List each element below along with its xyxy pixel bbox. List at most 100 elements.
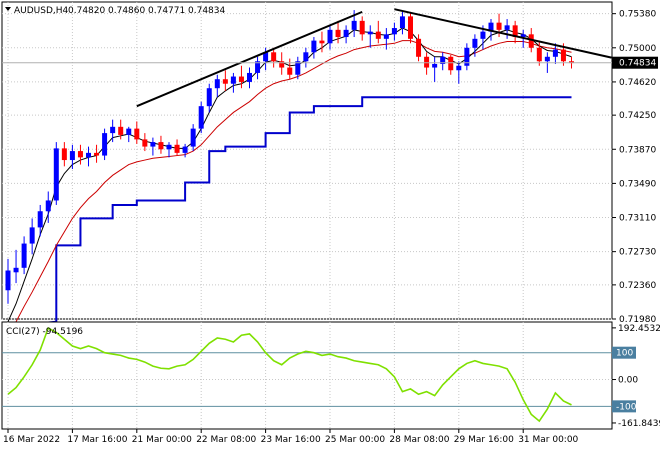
candle-body xyxy=(238,76,244,82)
candle-body xyxy=(271,52,277,62)
candle-body xyxy=(86,152,91,158)
candle-body xyxy=(206,88,212,107)
current-price-badge xyxy=(612,56,658,69)
time-tick-label: 17 Mar 16:00 xyxy=(67,435,127,445)
candle-body xyxy=(263,52,269,62)
candle-body xyxy=(295,61,301,75)
ohlc-high: 0.74860 xyxy=(108,6,145,16)
ohlc-low: 0.74771 xyxy=(148,6,185,16)
price-tick-label: 0.74250 xyxy=(619,111,656,121)
price-tick-label: 0.73110 xyxy=(619,214,656,224)
candle-body xyxy=(198,106,204,129)
candle-body xyxy=(536,47,542,62)
candle-body xyxy=(166,144,172,150)
candle-body xyxy=(432,63,438,68)
cci-tick-label: 192.4532 xyxy=(618,324,660,334)
candle-body xyxy=(464,47,470,66)
price-tick-label: 0.73490 xyxy=(619,179,656,189)
price-tick-label: 0.75000 xyxy=(619,44,656,54)
candle-body xyxy=(569,61,574,64)
candle-body xyxy=(456,65,462,71)
price-tick-label: 0.75380 xyxy=(619,10,656,20)
candle-body xyxy=(448,56,454,71)
time-tick-label: 16 Mar 2022 xyxy=(3,435,60,445)
candle-body xyxy=(37,211,43,228)
candle-body xyxy=(61,148,67,161)
cci-series xyxy=(7,326,572,423)
candle-body xyxy=(110,126,116,134)
candle-body xyxy=(126,128,132,135)
candle-body xyxy=(560,49,566,62)
candle-body xyxy=(287,67,293,75)
candle-body xyxy=(391,28,397,35)
candle-body xyxy=(335,29,341,38)
cci-tick-label: -100 xyxy=(616,402,637,412)
candle-body xyxy=(118,126,124,135)
candle-body xyxy=(190,128,196,147)
candle-body xyxy=(351,20,357,30)
ohlc-close: 0.74834 xyxy=(188,6,225,16)
cci-axis: 192.4532 100 0.00 -100 -161.8439 xyxy=(612,324,660,429)
candle-body xyxy=(134,128,140,140)
candle-body xyxy=(552,49,558,57)
candle-body xyxy=(504,25,510,30)
candle-body xyxy=(214,79,220,89)
time-tick-label: 29 Mar 16:00 xyxy=(454,435,514,445)
cci-title: CCI(27) -94.5196 xyxy=(6,327,83,337)
candle-body xyxy=(424,56,430,68)
trend-line xyxy=(136,10,363,108)
trend-line xyxy=(394,8,612,59)
candle-body xyxy=(222,79,228,84)
candle-body xyxy=(5,270,11,291)
candle-body xyxy=(520,34,526,38)
price-tick-label: 0.73870 xyxy=(619,145,656,155)
candle-body xyxy=(69,151,75,161)
ohlc-open: 0.74820 xyxy=(68,6,105,16)
candle-body xyxy=(174,144,180,153)
candle-body xyxy=(399,16,405,29)
candle-body xyxy=(53,148,59,201)
price-tick-label: 0.72360 xyxy=(619,281,656,291)
cci-tick-label: -161.8439 xyxy=(618,419,660,429)
candle-body xyxy=(359,20,365,35)
price-tick-label: 0.71980 xyxy=(619,315,656,325)
candle-body xyxy=(472,38,478,48)
candle-body xyxy=(94,152,100,156)
support-step-line xyxy=(7,96,572,328)
cci-panel-frame xyxy=(1,321,613,430)
price-axis: 0.75380 0.75000 0.74620 0.74250 0.73870 0.734… xyxy=(612,10,658,325)
candle-body xyxy=(45,200,51,212)
candle-body xyxy=(150,142,156,147)
candle-body xyxy=(327,29,333,44)
time-tick-label: 31 Mar 00:00 xyxy=(518,435,578,445)
candle-body xyxy=(303,52,309,62)
cci-line xyxy=(7,326,572,423)
candle-body xyxy=(29,227,35,244)
cci-level-badge xyxy=(612,400,636,413)
candle-body xyxy=(230,76,236,84)
time-tick-label: 22 Mar 08:00 xyxy=(196,435,256,445)
current-price-label: 0.74834 xyxy=(619,59,656,69)
time-tick-label: 28 Mar 08:00 xyxy=(389,435,449,445)
time-tick-label: 23 Mar 16:00 xyxy=(261,435,321,445)
candle-body xyxy=(488,22,494,32)
candle-body xyxy=(375,31,381,39)
candle-body xyxy=(343,29,349,38)
candle-body xyxy=(102,133,108,156)
time-tick-label: 25 Mar 00:00 xyxy=(325,435,385,445)
candle-body xyxy=(496,22,502,30)
candle-body xyxy=(311,40,317,53)
candle-body xyxy=(416,38,422,57)
candle-body xyxy=(21,243,27,268)
price-tick-label: 0.72730 xyxy=(619,248,656,258)
candle-body xyxy=(77,151,83,158)
price-series xyxy=(2,8,612,336)
time-axis: 16 Mar 2022 17 Mar 16:00 21 Mar 00:00 22 Ma… xyxy=(3,429,579,445)
candle-body xyxy=(13,267,19,273)
candle-body xyxy=(383,34,389,39)
candle-body xyxy=(255,61,261,73)
chart-menu-triangle-icon[interactable] xyxy=(5,7,11,11)
chart-title: AUDUSD,H4 xyxy=(14,6,69,16)
candle-body xyxy=(367,31,373,35)
